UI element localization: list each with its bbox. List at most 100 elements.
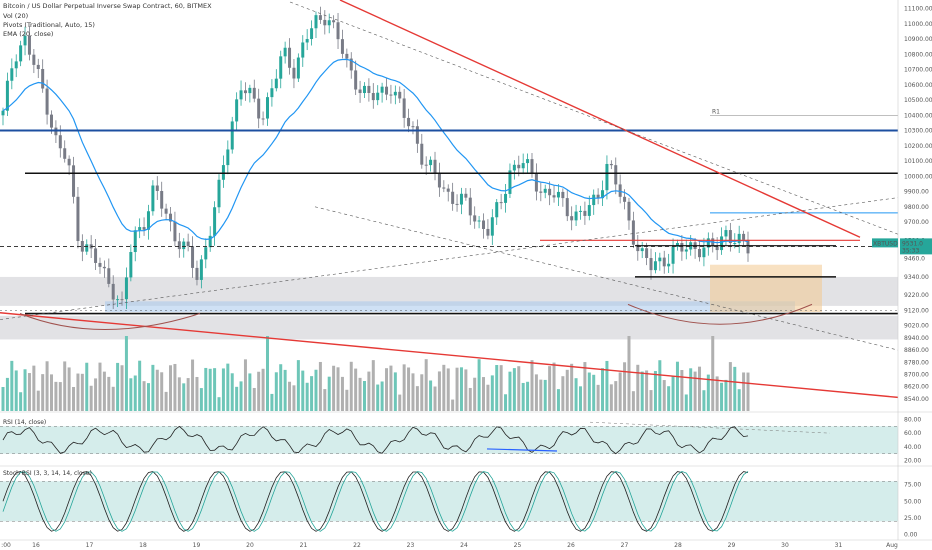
volume-bar <box>570 363 574 411</box>
x-tick-label: 18 <box>139 542 147 549</box>
candle-body <box>429 159 433 166</box>
candle-body <box>173 221 177 242</box>
volume-bar <box>689 368 693 411</box>
volume-bar <box>459 367 463 411</box>
volume-bar <box>530 360 534 411</box>
candle-body <box>213 207 217 236</box>
volume-bar <box>63 361 67 411</box>
candle-body <box>340 39 344 54</box>
rsi-label: RSI (14, close) <box>3 419 47 426</box>
candle-body <box>451 191 455 204</box>
volume-bar <box>226 363 230 411</box>
dashed-trendline-2 <box>0 197 899 320</box>
volume-bar <box>393 372 397 411</box>
candle-body <box>151 185 155 212</box>
volume-bar <box>349 361 353 411</box>
candle-body <box>640 248 644 252</box>
volume-bar <box>508 371 512 411</box>
volume-bar <box>720 382 724 411</box>
stoch-tick-label: 75.00 <box>904 482 921 489</box>
volume-bar <box>58 382 62 411</box>
candle-body <box>556 191 560 198</box>
price-tick-label: 10900.00 <box>904 36 932 43</box>
candle-body <box>407 117 411 127</box>
candle-body <box>10 68 14 81</box>
candle-body <box>442 187 446 189</box>
volume-bar <box>318 361 322 411</box>
candle-body <box>235 99 239 122</box>
candle-body <box>265 97 269 119</box>
stoch-tick-label: 25.00 <box>904 515 921 522</box>
candle-body <box>464 193 468 198</box>
candle-body <box>715 246 719 251</box>
ema-line <box>2 58 749 244</box>
candle-body <box>605 163 609 191</box>
candle-body <box>45 88 49 115</box>
candle-body <box>208 235 212 248</box>
price-tick-label: 8860.00 <box>904 347 929 354</box>
candle-body <box>318 15 322 20</box>
x-tick-label: 24 <box>460 542 468 549</box>
rsi-tick-label: 40.00 <box>904 444 921 451</box>
candle-body <box>305 39 309 43</box>
price-tick-label: 10600.00 <box>904 82 932 89</box>
candle-body <box>182 241 186 250</box>
volume-bar <box>662 380 666 411</box>
candle-body <box>63 148 67 159</box>
volume-bar <box>746 372 750 411</box>
price-tick-label: 10000.00 <box>904 173 932 180</box>
candle-body <box>482 220 486 229</box>
candle-body <box>191 246 195 268</box>
candle-body <box>243 90 247 94</box>
x-tick-label: 26 <box>567 542 575 549</box>
candle-body <box>27 35 31 55</box>
candle-body <box>578 210 582 212</box>
candle-body <box>631 220 635 245</box>
candle-body <box>389 94 393 96</box>
x-tick-label: 20 <box>246 542 254 549</box>
candle-body <box>490 217 494 236</box>
candle-body <box>570 216 574 221</box>
candle-body <box>349 58 353 71</box>
price-tick-label: 8700.00 <box>904 372 929 379</box>
candle-body <box>327 20 331 26</box>
volume-bar <box>199 388 203 411</box>
candle-body <box>279 56 283 79</box>
candle-body <box>455 203 459 205</box>
candle-body <box>473 215 477 222</box>
volume-bar <box>565 369 569 411</box>
rsi-tick-label: 20.00 <box>904 458 921 465</box>
candle-body <box>23 35 27 46</box>
price-tick-label: 8620.00 <box>904 384 929 391</box>
candle-body <box>111 283 115 300</box>
volume-bar <box>111 386 115 411</box>
volume-bar <box>195 376 199 411</box>
candle-body <box>728 230 732 244</box>
volume-bar <box>36 390 40 411</box>
volume-bar <box>301 370 305 411</box>
candle-body <box>345 53 349 59</box>
candle-body <box>636 244 640 252</box>
volume-bar <box>72 386 76 411</box>
candle-body <box>653 261 657 271</box>
candle-body <box>468 197 472 216</box>
x-tick-label: 30 <box>781 542 789 549</box>
candle-body <box>561 191 565 199</box>
chart-title: Bitcoin / US Dollar Perpetual Inverse Sw… <box>3 2 212 10</box>
candle-body <box>675 242 679 247</box>
candle-body <box>155 185 159 191</box>
volume-bar <box>742 372 746 411</box>
candle-body <box>526 159 530 164</box>
volume-bar <box>733 366 737 411</box>
volume-bar <box>631 391 635 411</box>
price-tick-label: 10500.00 <box>904 97 932 104</box>
candle-body <box>574 211 578 221</box>
volume-bar <box>14 370 18 411</box>
price-tick-label: 9700.00 <box>904 219 929 226</box>
volume-bar <box>380 381 384 411</box>
candle-body <box>521 163 525 169</box>
volume-bar <box>367 371 371 411</box>
candle-body <box>120 299 124 301</box>
volume-bar <box>204 367 208 411</box>
